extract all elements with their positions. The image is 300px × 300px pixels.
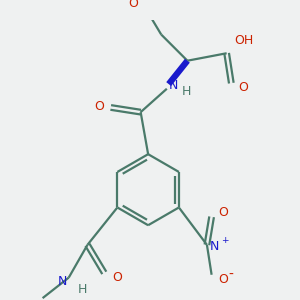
Text: -: - xyxy=(228,268,233,282)
Text: O: O xyxy=(218,273,228,286)
Text: OH: OH xyxy=(234,34,254,47)
Text: O: O xyxy=(218,206,228,219)
Text: O: O xyxy=(112,271,122,284)
Text: N: N xyxy=(210,240,219,253)
Text: O: O xyxy=(128,0,138,10)
Text: O: O xyxy=(94,100,104,113)
Text: H: H xyxy=(182,85,191,98)
Text: +: + xyxy=(221,236,229,245)
Text: N: N xyxy=(58,275,67,288)
Text: N: N xyxy=(169,80,178,92)
Text: O: O xyxy=(238,81,248,94)
Text: H: H xyxy=(78,283,88,296)
